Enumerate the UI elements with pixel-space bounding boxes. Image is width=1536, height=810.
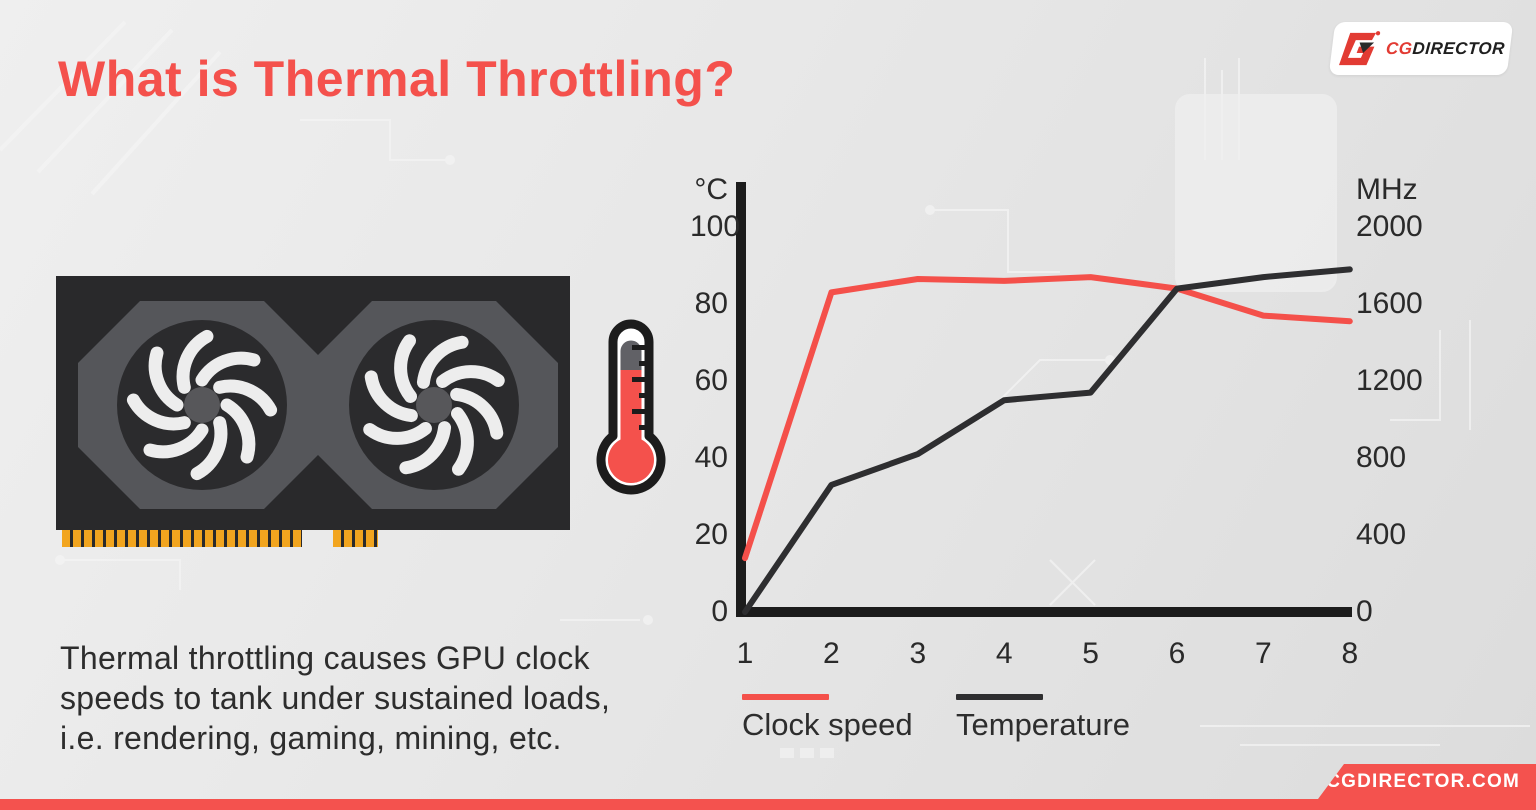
left-axis-tick-label: 80 (694, 287, 728, 320)
legend-label-temperature: Temperature (956, 707, 1131, 742)
thermometer-ticks (632, 345, 650, 430)
x-axis-tick-label: 1 (736, 637, 754, 670)
x-axis-tick-label: 7 (1255, 637, 1272, 670)
gpu-connector-pins-short (333, 530, 378, 547)
description-text: Thermal throttling causes GPU clock spee… (60, 638, 610, 758)
cgdirector-logo: CGDIRECTOR (1328, 22, 1514, 75)
right-axis-tick-label: 1200 (1356, 364, 1423, 397)
thermometer-mercury (620, 370, 642, 440)
gpu-fan-left (117, 320, 287, 490)
x-axis-tick-label: 5 (1082, 637, 1099, 670)
legend-swatch-clock-speed (742, 694, 829, 700)
right-axis-tick-label: 2000 (1356, 210, 1423, 243)
x-axis-tick-label: 6 (1168, 637, 1186, 670)
cgdirector-g-icon (1339, 30, 1381, 65)
x-axis-tick-label: 3 (909, 637, 927, 670)
right-axis-tick-label: 1600 (1356, 287, 1423, 320)
footer-site-banner: CGDIRECTOR.COM (1318, 764, 1536, 799)
left-axis-unit: °C (694, 173, 728, 206)
x-axis-tick-label: 4 (995, 637, 1013, 670)
clock-speed-line (742, 274, 1353, 562)
temperature-line (742, 266, 1353, 615)
cgdirector-wordmark: CGDIRECTOR (1385, 38, 1506, 58)
chart: °C MHz 100 80 60 40 20 0 2000 1600 1200 800 400 0 … (690, 170, 1460, 715)
gpu-fan-right (349, 320, 519, 490)
legend-swatch-temperature (956, 694, 1043, 700)
left-axis-tick-label: 20 (694, 518, 728, 551)
description-line: Thermal throttling causes GPU clock (60, 640, 590, 676)
left-axis-tick-label: 60 (694, 364, 728, 397)
right-axis-tick-label: 0 (1356, 595, 1373, 628)
left-axis-tick-label: 0 (711, 595, 728, 628)
description-line: i.e. rendering, gaming, mining, etc. (60, 720, 562, 756)
thermometer-bulb (608, 437, 654, 483)
footer-site-text: CGDIRECTOR.COM (1326, 770, 1520, 792)
page-title: What is Thermal Throttling? (58, 51, 736, 107)
left-axis-tick-label: 40 (694, 441, 728, 474)
x-axis-tick-label: 8 (1341, 637, 1359, 670)
x-axis-tick-label: 2 (823, 637, 840, 670)
chart-plot (736, 182, 1353, 617)
left-axis-tick-label: 100 (690, 210, 741, 243)
right-axis-unit: MHz (1356, 173, 1418, 206)
description-line: speeds to tank under sustained loads, (60, 680, 611, 716)
right-axis-tick-label: 800 (1356, 441, 1407, 474)
thermometer-icon (596, 319, 666, 495)
footer-red-strip (0, 799, 1536, 810)
circuit-traces (0, 20, 1530, 758)
right-axis-tick-label: 400 (1356, 518, 1407, 551)
gpu-illustration (56, 276, 570, 530)
legend-label-clock-speed: Clock speed (742, 707, 913, 742)
gpu-connector-pins-long (62, 530, 302, 547)
